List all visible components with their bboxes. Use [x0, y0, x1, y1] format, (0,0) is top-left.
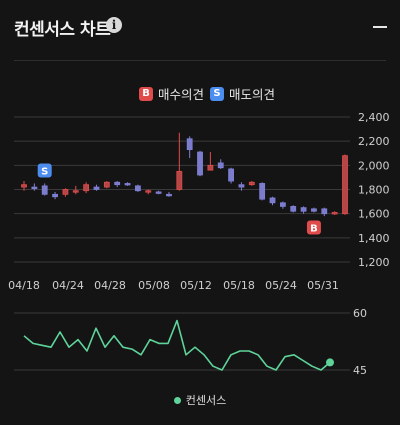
candle-body — [311, 208, 317, 212]
candle-body — [217, 162, 224, 169]
candle-body — [93, 186, 100, 190]
candle-body — [103, 181, 110, 188]
candle-body — [41, 185, 48, 195]
x-tick-label: 05/31 — [307, 279, 339, 292]
x-tick-label: 05/12 — [180, 279, 212, 292]
x-tick-label: 04/24 — [52, 279, 84, 292]
y-tick-label: 1,200 — [358, 256, 390, 269]
consensus-dot-icon — [173, 396, 181, 404]
candle-body — [331, 212, 338, 215]
candle-body — [238, 184, 245, 188]
marker-label: B — [310, 223, 318, 234]
candle-body — [21, 184, 27, 188]
candle-body — [279, 202, 286, 207]
marker-badge — [37, 163, 52, 178]
marker-badge — [306, 220, 321, 235]
sell-badge-icon: S — [210, 86, 224, 101]
y-tick-label: 2,200 — [358, 135, 390, 148]
candle-body — [72, 190, 79, 193]
panel-header: 컨센서스 차트 i — [0, 0, 400, 52]
chart-legend: B 매수의견 S 매도의견 — [0, 84, 400, 104]
candle-body — [197, 151, 203, 176]
x-tick-label: 04/28 — [94, 279, 126, 292]
legend-item-sell: S 매도의견 — [210, 84, 275, 103]
panel-title: 컨센서스 차트 — [14, 20, 111, 40]
candle-body — [83, 184, 90, 192]
candle-body — [300, 207, 307, 212]
consensus-last-point — [326, 358, 334, 367]
candle-body — [155, 191, 162, 194]
candle-body — [135, 185, 141, 192]
x-tick-label: 04/18 — [8, 279, 40, 292]
candle-body — [176, 170, 183, 190]
legend-item-buy: B 매수의견 — [139, 84, 204, 103]
info-icon[interactable]: i — [106, 17, 122, 33]
minimize-icon[interactable] — [373, 26, 387, 28]
header-divider — [14, 60, 386, 61]
candle-body — [114, 181, 121, 186]
candle-body — [228, 168, 234, 182]
y-tick-label: 1,400 — [358, 232, 390, 245]
candle-body — [52, 193, 58, 198]
x-tick-label: 05/24 — [265, 279, 297, 292]
x-tick-label: 05/18 — [223, 279, 255, 292]
consensus-legend: 컨센서스 — [0, 392, 400, 408]
candle-body — [31, 186, 38, 189]
candle-body — [124, 183, 131, 186]
candle-body — [269, 197, 276, 204]
candle-body — [290, 206, 297, 212]
y-tick-label: 1,600 — [358, 208, 390, 221]
candle-body — [145, 190, 152, 193]
candle-body — [166, 193, 172, 197]
y-tick-label: 2,400 — [358, 111, 390, 124]
marker-label: S — [41, 166, 48, 177]
consensus-line — [23, 319, 331, 371]
consensus-y-tick-label: 60 — [353, 307, 367, 320]
candle-body — [259, 183, 266, 200]
candle-body — [342, 155, 348, 215]
consensus-legend-label: 컨센서스 — [185, 394, 227, 407]
candle-body — [248, 181, 255, 186]
buy-badge-icon: B — [139, 86, 153, 101]
buy-marker: B — [306, 220, 321, 235]
candle-body — [186, 138, 193, 151]
y-tick-label: 2,000 — [358, 159, 390, 172]
legend-sell-label: 매도의견 — [229, 87, 276, 102]
legend-buy-label: 매수의견 — [158, 87, 205, 102]
sell-marker: S — [37, 163, 52, 178]
candle-body — [62, 189, 69, 195]
x-tick-label: 05/08 — [138, 279, 170, 292]
consensus-y-tick-label: 45 — [353, 364, 367, 377]
y-tick-label: 1,800 — [358, 184, 390, 197]
candle-body — [321, 208, 328, 215]
candle-body — [207, 164, 214, 171]
